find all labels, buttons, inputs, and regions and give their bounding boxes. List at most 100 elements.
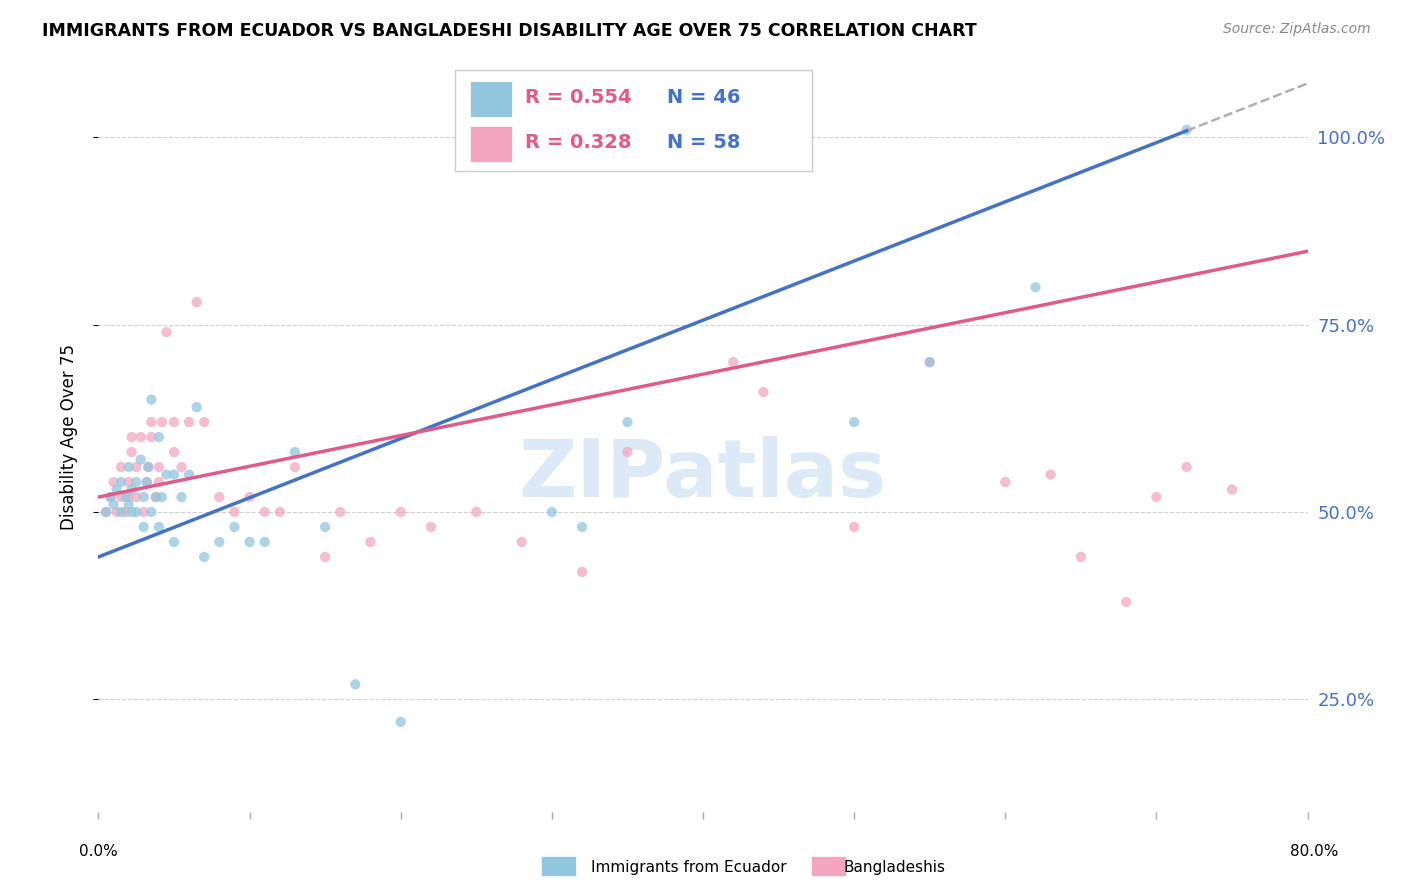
Point xyxy=(155,325,177,339)
Point xyxy=(129,430,152,444)
Point xyxy=(389,505,412,519)
Point xyxy=(118,490,141,504)
Point xyxy=(844,520,866,534)
Point xyxy=(163,535,186,549)
Point xyxy=(136,460,159,475)
Point xyxy=(844,415,866,429)
Point xyxy=(114,490,136,504)
Point xyxy=(239,535,262,549)
Point xyxy=(148,460,170,475)
Point xyxy=(1175,123,1198,137)
Point xyxy=(344,677,367,691)
Point xyxy=(136,460,159,475)
Point xyxy=(420,520,443,534)
Text: N = 58: N = 58 xyxy=(666,133,740,153)
Y-axis label: Disability Age Over 75: Disability Age Over 75 xyxy=(59,344,77,530)
Point xyxy=(314,549,336,564)
Point xyxy=(150,415,173,429)
Point xyxy=(121,505,143,519)
Point xyxy=(284,460,307,475)
Point xyxy=(163,445,186,459)
FancyBboxPatch shape xyxy=(811,856,846,876)
Point xyxy=(253,505,276,519)
Point xyxy=(170,490,193,504)
Point xyxy=(692,123,714,137)
Point xyxy=(661,123,683,137)
Point xyxy=(510,535,533,549)
Point xyxy=(125,460,148,475)
Text: N = 46: N = 46 xyxy=(666,88,740,107)
Text: Immigrants from Ecuador: Immigrants from Ecuador xyxy=(591,860,786,874)
Point xyxy=(125,475,148,489)
Point xyxy=(616,445,638,459)
Point xyxy=(114,505,136,519)
Point xyxy=(389,714,412,729)
Point xyxy=(118,475,141,489)
Point xyxy=(110,505,132,519)
Point xyxy=(269,505,291,519)
Point xyxy=(150,490,173,504)
Point xyxy=(314,520,336,534)
Point xyxy=(208,490,231,504)
Text: Source: ZipAtlas.com: Source: ZipAtlas.com xyxy=(1223,22,1371,37)
Point xyxy=(132,520,155,534)
Point xyxy=(148,520,170,534)
Point xyxy=(100,490,122,504)
Point xyxy=(110,475,132,489)
Point xyxy=(465,505,488,519)
Point xyxy=(723,355,745,369)
Point xyxy=(121,430,143,444)
Text: R = 0.554: R = 0.554 xyxy=(526,88,631,107)
FancyBboxPatch shape xyxy=(470,81,512,117)
Point xyxy=(208,535,231,549)
Point xyxy=(193,549,215,564)
Point xyxy=(994,475,1017,489)
Point xyxy=(110,460,132,475)
Point xyxy=(1115,595,1137,609)
FancyBboxPatch shape xyxy=(470,126,512,162)
Point xyxy=(132,505,155,519)
Point xyxy=(571,565,593,579)
Text: 80.0%: 80.0% xyxy=(1291,845,1339,859)
Point xyxy=(1070,549,1092,564)
Point xyxy=(129,452,152,467)
FancyBboxPatch shape xyxy=(456,70,811,171)
Point xyxy=(145,490,167,504)
Point xyxy=(94,505,117,519)
Point xyxy=(253,535,276,549)
Point xyxy=(148,430,170,444)
Point xyxy=(155,467,177,482)
Point xyxy=(752,385,775,400)
Point xyxy=(360,535,382,549)
Point xyxy=(1175,460,1198,475)
Point xyxy=(239,490,262,504)
Point xyxy=(1039,467,1062,482)
Point xyxy=(186,295,208,310)
Point xyxy=(103,498,125,512)
Point xyxy=(163,415,186,429)
Point xyxy=(616,415,638,429)
Point xyxy=(121,445,143,459)
Point xyxy=(132,490,155,504)
Point xyxy=(918,355,941,369)
Text: 0.0%: 0.0% xyxy=(79,845,118,859)
Point xyxy=(179,467,201,482)
Point xyxy=(118,460,141,475)
Point xyxy=(163,467,186,482)
Point xyxy=(103,475,125,489)
Point xyxy=(141,392,163,407)
Point xyxy=(1220,483,1243,497)
Text: Bangladeshis: Bangladeshis xyxy=(844,860,946,874)
FancyBboxPatch shape xyxy=(541,856,576,876)
Point xyxy=(1024,280,1046,294)
Point xyxy=(170,460,193,475)
Point xyxy=(918,355,941,369)
Point xyxy=(135,475,157,489)
Point xyxy=(186,400,208,414)
Point xyxy=(105,505,128,519)
Point xyxy=(329,505,352,519)
Point xyxy=(1144,490,1167,504)
Point xyxy=(148,475,170,489)
Point xyxy=(179,415,201,429)
Point xyxy=(141,415,163,429)
